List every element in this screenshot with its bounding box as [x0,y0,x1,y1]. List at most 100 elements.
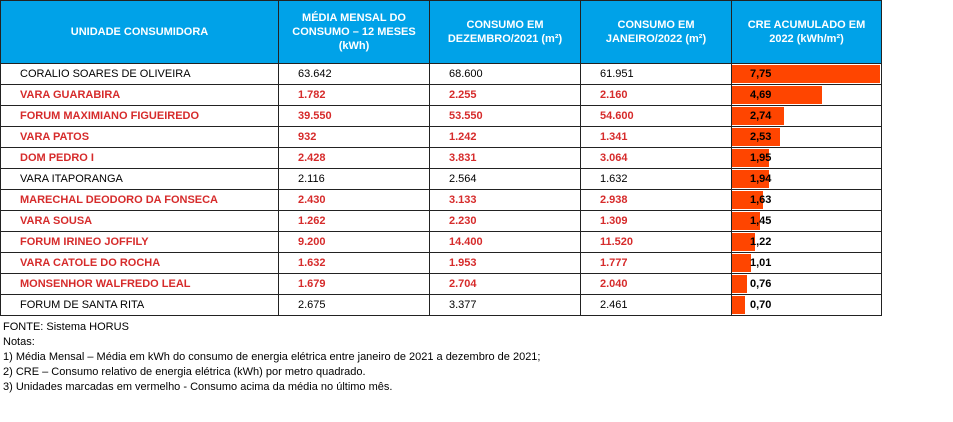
header-row: UNIDADE CONSUMIDORA MÉDIA MENSAL DO CONS… [0,0,882,64]
cre-value: 0,70 [750,299,772,311]
jan-cell: 2.938 [580,189,732,211]
cre-bar [732,65,880,83]
footer-notes: FONTE: Sistema HORUS Notas: 1) Média Men… [3,320,540,395]
note-1: 1) Média Mensal – Média em kWh do consum… [3,351,541,363]
unit-name-cell: MARECHAL DEODORO DA FONSECA [0,189,279,211]
media-cell: 39.550 [278,105,430,127]
table-row: VARA ITAPORANGA 2.116 2.564 1.632 1,94 [0,168,882,190]
note-3: 3) Unidades marcadas em vermelho - Consu… [3,381,393,393]
media-cell: 1.679 [278,273,430,295]
cre-value: 1,95 [750,152,772,164]
source-note: FONTE: Sistema HORUS [3,321,129,333]
dez-cell: 2.230 [429,210,581,232]
jan-cell: 3.064 [580,147,732,169]
cre-cell: 7,75 [731,63,882,85]
cre-bar [732,254,751,272]
table-row: MONSENHOR WALFREDO LEAL 1.679 2.704 2.040 0,… [0,273,882,295]
table-row: MARECHAL DEODORO DA FONSECA 2.430 3.133 2.9… [0,189,882,211]
dez-cell: 3.831 [429,147,581,169]
cre-cell: 0,76 [731,273,882,295]
dez-cell: 53.550 [429,105,581,127]
table-row: DOM PEDRO I 2.428 3.831 3.064 1,95 [0,147,882,169]
notes-heading: Notas: [3,336,35,348]
dez-cell: 14.400 [429,231,581,253]
cre-bar [732,170,769,188]
media-cell: 9.200 [278,231,430,253]
cre-cell: 1,63 [731,189,882,211]
cre-bar [732,233,755,251]
cre-cell: 2,53 [731,126,882,148]
unit-name-cell: VARA GUARABIRA [0,84,279,106]
unit-name-cell: VARA SOUSA [0,210,279,232]
cre-bar [732,296,745,314]
cre-cell: 1,01 [731,252,882,274]
cre-bar [732,86,822,104]
table-row: VARA CATOLE DO ROCHA 1.632 1.953 1.777 1,01 [0,252,882,274]
dez-cell: 1.242 [429,126,581,148]
dez-cell: 68.600 [429,63,581,85]
dez-cell: 2.704 [429,273,581,295]
media-cell: 932 [278,126,430,148]
cre-value: 0,76 [750,278,772,290]
jan-cell: 1.341 [580,126,732,148]
media-cell: 1.782 [278,84,430,106]
unit-name-cell: CORALIO SOARES DE OLIVEIRA [0,63,279,85]
table-row: VARA SOUSA 1.262 2.230 1.309 1,45 [0,210,882,232]
media-cell: 63.642 [278,63,430,85]
cre-value: 1,45 [750,215,772,227]
cre-value: 1,94 [750,173,772,185]
header-media: MÉDIA MENSAL DO CONSUMO – 12 MESES (kWh) [278,0,430,64]
cre-cell: 2,74 [731,105,882,127]
unit-name-cell: FORUM IRINEO JOFFILY [0,231,279,253]
cre-value: 2,53 [750,131,772,143]
note-2: 2) CRE – Consumo relativo de energia elé… [3,366,366,378]
jan-cell: 11.520 [580,231,732,253]
cre-value: 1,63 [750,194,772,206]
table-body: CORALIO SOARES DE OLIVEIRA 63.642 68.600 61… [0,63,882,316]
unit-name-cell: FORUM DE SANTA RITA [0,294,279,316]
cre-value: 1,22 [750,236,772,248]
jan-cell: 1.632 [580,168,732,190]
dez-cell: 1.953 [429,252,581,274]
jan-cell: 61.951 [580,63,732,85]
unit-name-cell: DOM PEDRO I [0,147,279,169]
cre-cell: 1,22 [731,231,882,253]
cre-value: 2,74 [750,110,772,122]
media-cell: 2.428 [278,147,430,169]
jan-cell: 2.040 [580,273,732,295]
cre-bar [732,275,747,293]
cre-bar [732,149,769,167]
cre-bar [732,212,760,230]
table-row: FORUM IRINEO JOFFILY 9.200 14.400 11.520 1,2… [0,231,882,253]
media-cell: 2.675 [278,294,430,316]
unit-name-cell: VARA ITAPORANGA [0,168,279,190]
cre-bar [732,107,784,125]
dez-cell: 3.377 [429,294,581,316]
table-row: FORUM DE SANTA RITA 2.675 3.377 2.461 0,70 [0,294,882,316]
cre-cell: 1,94 [731,168,882,190]
cre-cell: 0,70 [731,294,882,316]
media-cell: 2.116 [278,168,430,190]
jan-cell: 1.777 [580,252,732,274]
unit-name-cell: FORUM MAXIMIANO FIGUEIREDO [0,105,279,127]
media-cell: 2.430 [278,189,430,211]
jan-cell: 1.309 [580,210,732,232]
cre-bar [732,191,763,209]
table-row: VARA GUARABIRA 1.782 2.255 2.160 4,69 [0,84,882,106]
cre-value: 4,69 [750,89,772,101]
cre-cell: 4,69 [731,84,882,106]
dez-cell: 2.255 [429,84,581,106]
unit-name-cell: MONSENHOR WALFREDO LEAL [0,273,279,295]
table-row: VARA PATOS 932 1.242 1.341 2,53 [0,126,882,148]
media-cell: 1.632 [278,252,430,274]
dez-cell: 2.564 [429,168,581,190]
table-row: CORALIO SOARES DE OLIVEIRA 63.642 68.600 61… [0,63,882,85]
jan-cell: 2.461 [580,294,732,316]
cre-cell: 1,95 [731,147,882,169]
media-cell: 1.262 [278,210,430,232]
cre-value: 7,75 [750,68,772,80]
table-row: FORUM MAXIMIANO FIGUEIREDO 39.550 53.550 54… [0,105,882,127]
unit-name-cell: VARA PATOS [0,126,279,148]
header-unit: UNIDADE CONSUMIDORA [0,0,279,64]
consumption-table: UNIDADE CONSUMIDORA MÉDIA MENSAL DO CONS… [0,0,882,316]
